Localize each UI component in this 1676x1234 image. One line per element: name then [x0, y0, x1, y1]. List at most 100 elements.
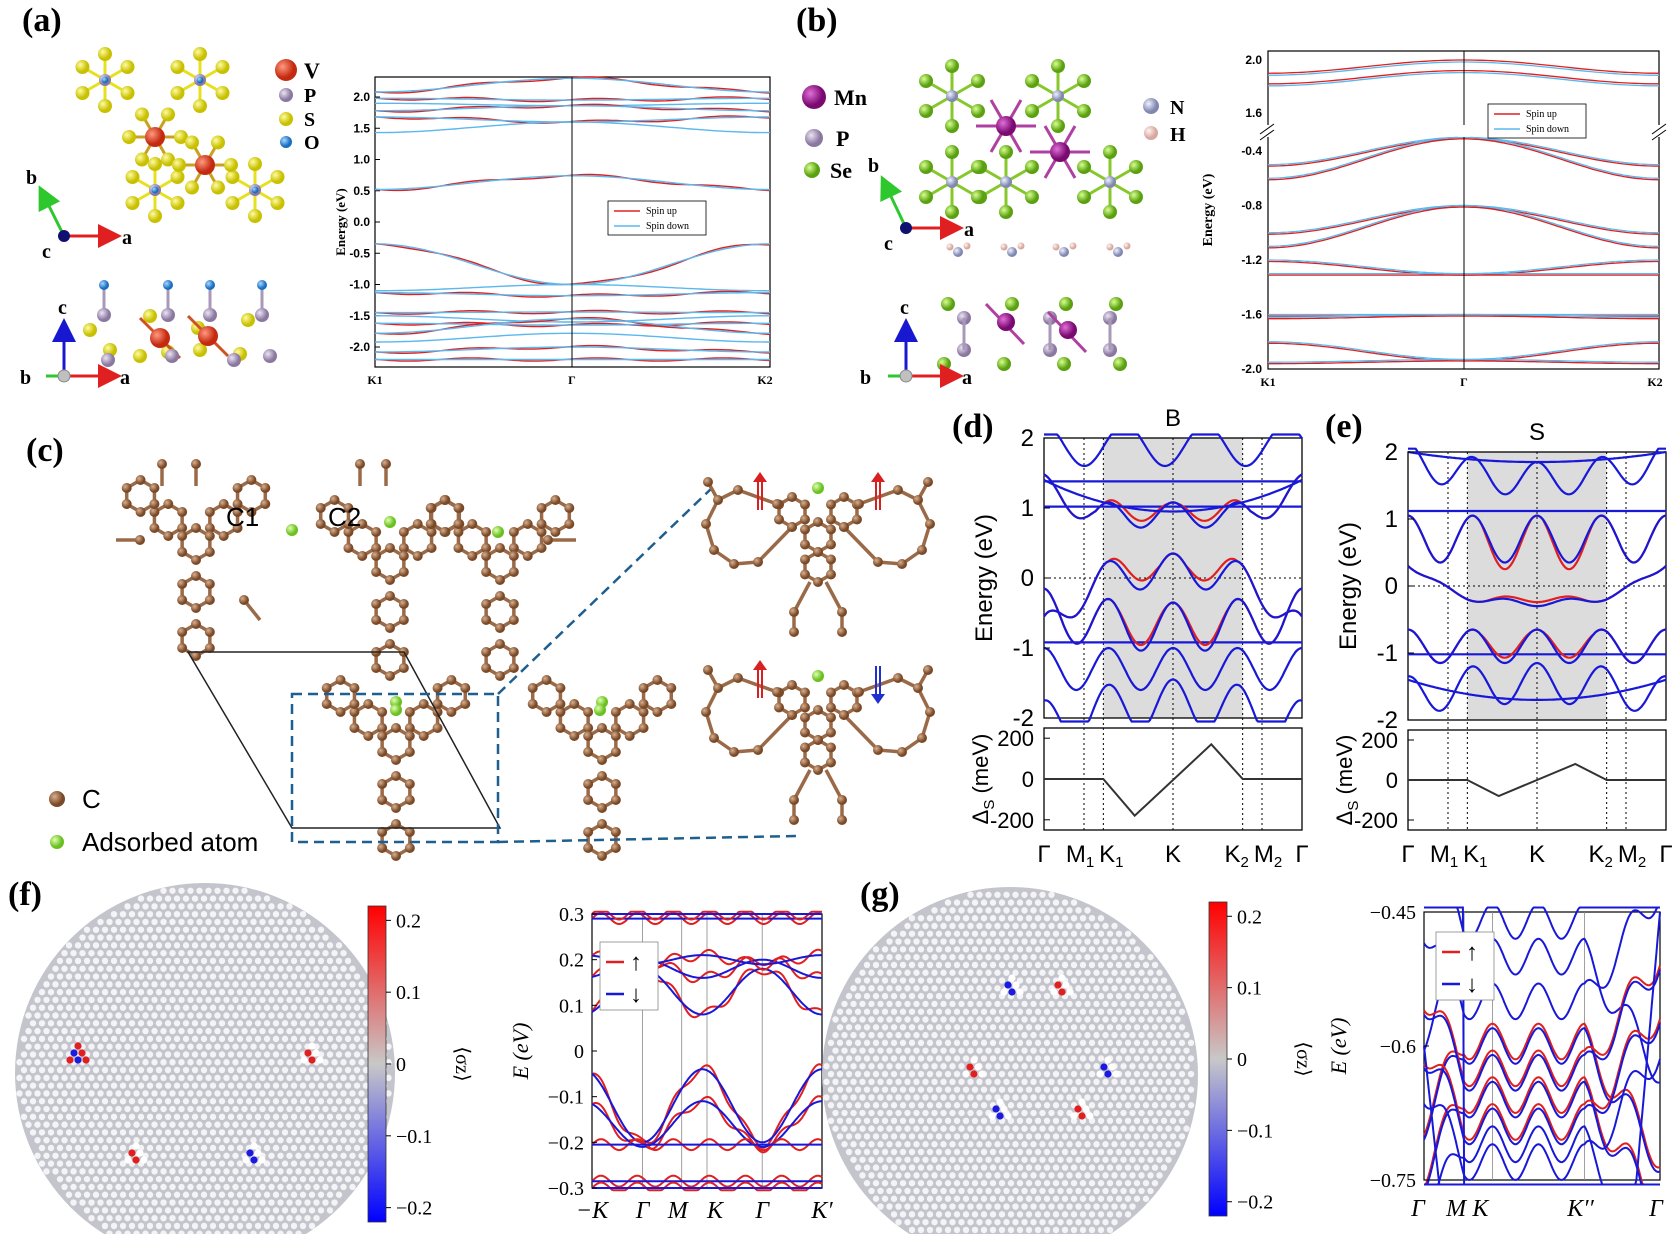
axis-c-label: c — [42, 241, 51, 263]
legend-P-label: P — [304, 85, 316, 107]
axis-a-label: a — [120, 367, 130, 389]
xtick-K1: K1 — [1463, 841, 1487, 871]
ytick-ds-200: 200 — [1361, 728, 1398, 753]
panel-a-crystal-structure — [75, 47, 285, 367]
panel-label-g: (g) — [860, 876, 900, 913]
panel-label-e: (e) — [1325, 408, 1363, 445]
band-line — [1044, 433, 1303, 468]
delta-s-curve — [1044, 742, 1302, 818]
ytick--1.5: -1.5 — [349, 309, 370, 323]
panel-c-unit-cell — [186, 485, 797, 844]
band-line — [591, 1138, 823, 1152]
legend-V-label: V — [304, 58, 320, 83]
panel-label-f: (f) — [8, 876, 42, 913]
band-line — [591, 1181, 823, 1192]
ytick-1.0: 1.0 — [353, 153, 370, 167]
panel-b-ylabel: Energy (eV) — [1201, 173, 1216, 246]
legend-C-label: C — [82, 784, 101, 814]
panel-a-band-chart: Energy (eV) 2.0 1.5 1.0 0.5 0.0 -0.5 -1.0 -1.5 -… — [333, 76, 773, 387]
xtick: Γ — [635, 1198, 651, 1224]
panel-title: B — [1165, 405, 1181, 432]
panel-b-legend: Spin up Spin down — [1487, 103, 1587, 139]
colorbar-tick: 0 — [1237, 1049, 1247, 1071]
ytick-ds-0: 0 — [1386, 768, 1398, 793]
panel-b-axes-top: b c a — [868, 155, 974, 255]
xtick-K2: K2 — [1588, 841, 1612, 871]
axis-c-label: c — [884, 233, 893, 255]
xtick-Gamma: Γ — [1037, 841, 1050, 868]
band-line — [1043, 646, 1303, 692]
colorbar-tick: −0.2 — [396, 1198, 432, 1220]
colorbar-tick: 0.2 — [1237, 906, 1262, 928]
ytick--0.4: -0.4 — [1241, 144, 1262, 158]
band-line — [1043, 552, 1303, 619]
delta-s-curve — [1408, 762, 1666, 798]
ytick-0.5: 0.5 — [353, 184, 370, 198]
panel-c-zoom-structures — [701, 472, 935, 825]
xtick: −K — [576, 1198, 610, 1224]
axis-a-label: a — [964, 219, 974, 241]
panel-label-d: (d) — [952, 408, 994, 445]
band-line — [591, 910, 822, 921]
panel-label-b: (b) — [796, 2, 838, 39]
xtick-K: K — [1165, 841, 1181, 868]
legend-V-ball — [275, 59, 297, 81]
panel-f-spin-texture-flake — [15, 883, 395, 1234]
ylabel-energy: Energy (eV) — [971, 514, 998, 642]
ytick-ds--200: -200 — [990, 808, 1034, 833]
ylabel-energy: Energy (eV) — [1335, 522, 1362, 650]
xtick: Γ — [1410, 1196, 1426, 1222]
legend-up: ↑ — [1466, 939, 1478, 966]
ytick-1.6: 1.6 — [1245, 106, 1262, 120]
ytick-2.0: 2.0 — [353, 90, 370, 104]
legend-down: ↓ — [1466, 971, 1478, 998]
legend-N-label: N — [1170, 97, 1185, 119]
axis-b-label: b — [860, 367, 871, 389]
xtick-Gamma: Γ — [1295, 841, 1308, 868]
panel-b-xtick-Gamma: Γ — [1460, 375, 1468, 389]
band-line — [1407, 678, 1667, 701]
legend-Mn-label: Mn — [834, 85, 867, 110]
band-line — [1424, 911, 1661, 1186]
panel-a-atom-legend: V P S O — [275, 58, 320, 154]
band-line — [592, 1063, 823, 1149]
colorbar-tick: −0.2 — [1237, 1192, 1273, 1214]
band-line — [1043, 473, 1303, 529]
xtick-K1: K1 — [1099, 841, 1123, 871]
panel-g-colorbar: 0.2 0.1 0 −0.1 −0.2 ⟨σz⟩ — [1208, 901, 1314, 1217]
colorbar-tick: 0.1 — [1237, 978, 1262, 1000]
axis-b-label: b — [26, 167, 37, 189]
legend-spin-down: Spin down — [646, 221, 689, 232]
colorbar-tick: −0.1 — [396, 1126, 432, 1148]
legend-adsorbed-label: Adsorbed atom — [82, 827, 258, 857]
panel-b-atom-legend: Mn P Se N H — [802, 85, 1186, 183]
ytick: 0.2 — [559, 950, 584, 972]
legend-S-label: S — [304, 109, 315, 131]
band-line — [1043, 587, 1303, 652]
ytick-0.0: 0.0 — [353, 215, 370, 229]
band-line — [1043, 678, 1303, 723]
legend-spin-up: Spin up — [646, 206, 677, 217]
ytick--1: -1 — [1013, 635, 1034, 662]
axis-b-label: b — [20, 367, 31, 389]
xtick-M1: M1 — [1066, 841, 1094, 871]
ytick--0.8: -0.8 — [1241, 199, 1262, 213]
xtick: Γ — [754, 1198, 770, 1224]
colorbar-tick: 0 — [396, 1054, 406, 1076]
xtick-M2: M2 — [1254, 841, 1282, 871]
axis-b-label: b — [868, 155, 879, 177]
xtick: K — [1471, 1196, 1490, 1222]
axis-c-label: c — [900, 297, 909, 319]
panel-label-c: (c) — [26, 432, 64, 469]
panel-label-a: (a) — [22, 2, 62, 39]
ylabel: E (eV) — [1326, 1018, 1351, 1076]
panel-b-xtick-K1: K1 — [1260, 375, 1275, 389]
legend-down: ↓ — [630, 981, 642, 1008]
legend-Se-label: Se — [830, 158, 852, 183]
site-label-C2: C2 — [328, 502, 361, 532]
ytick--1: -1 — [1377, 640, 1398, 667]
legend-P-ball — [279, 88, 293, 102]
legend-spin-up: Spin up — [1526, 109, 1557, 120]
